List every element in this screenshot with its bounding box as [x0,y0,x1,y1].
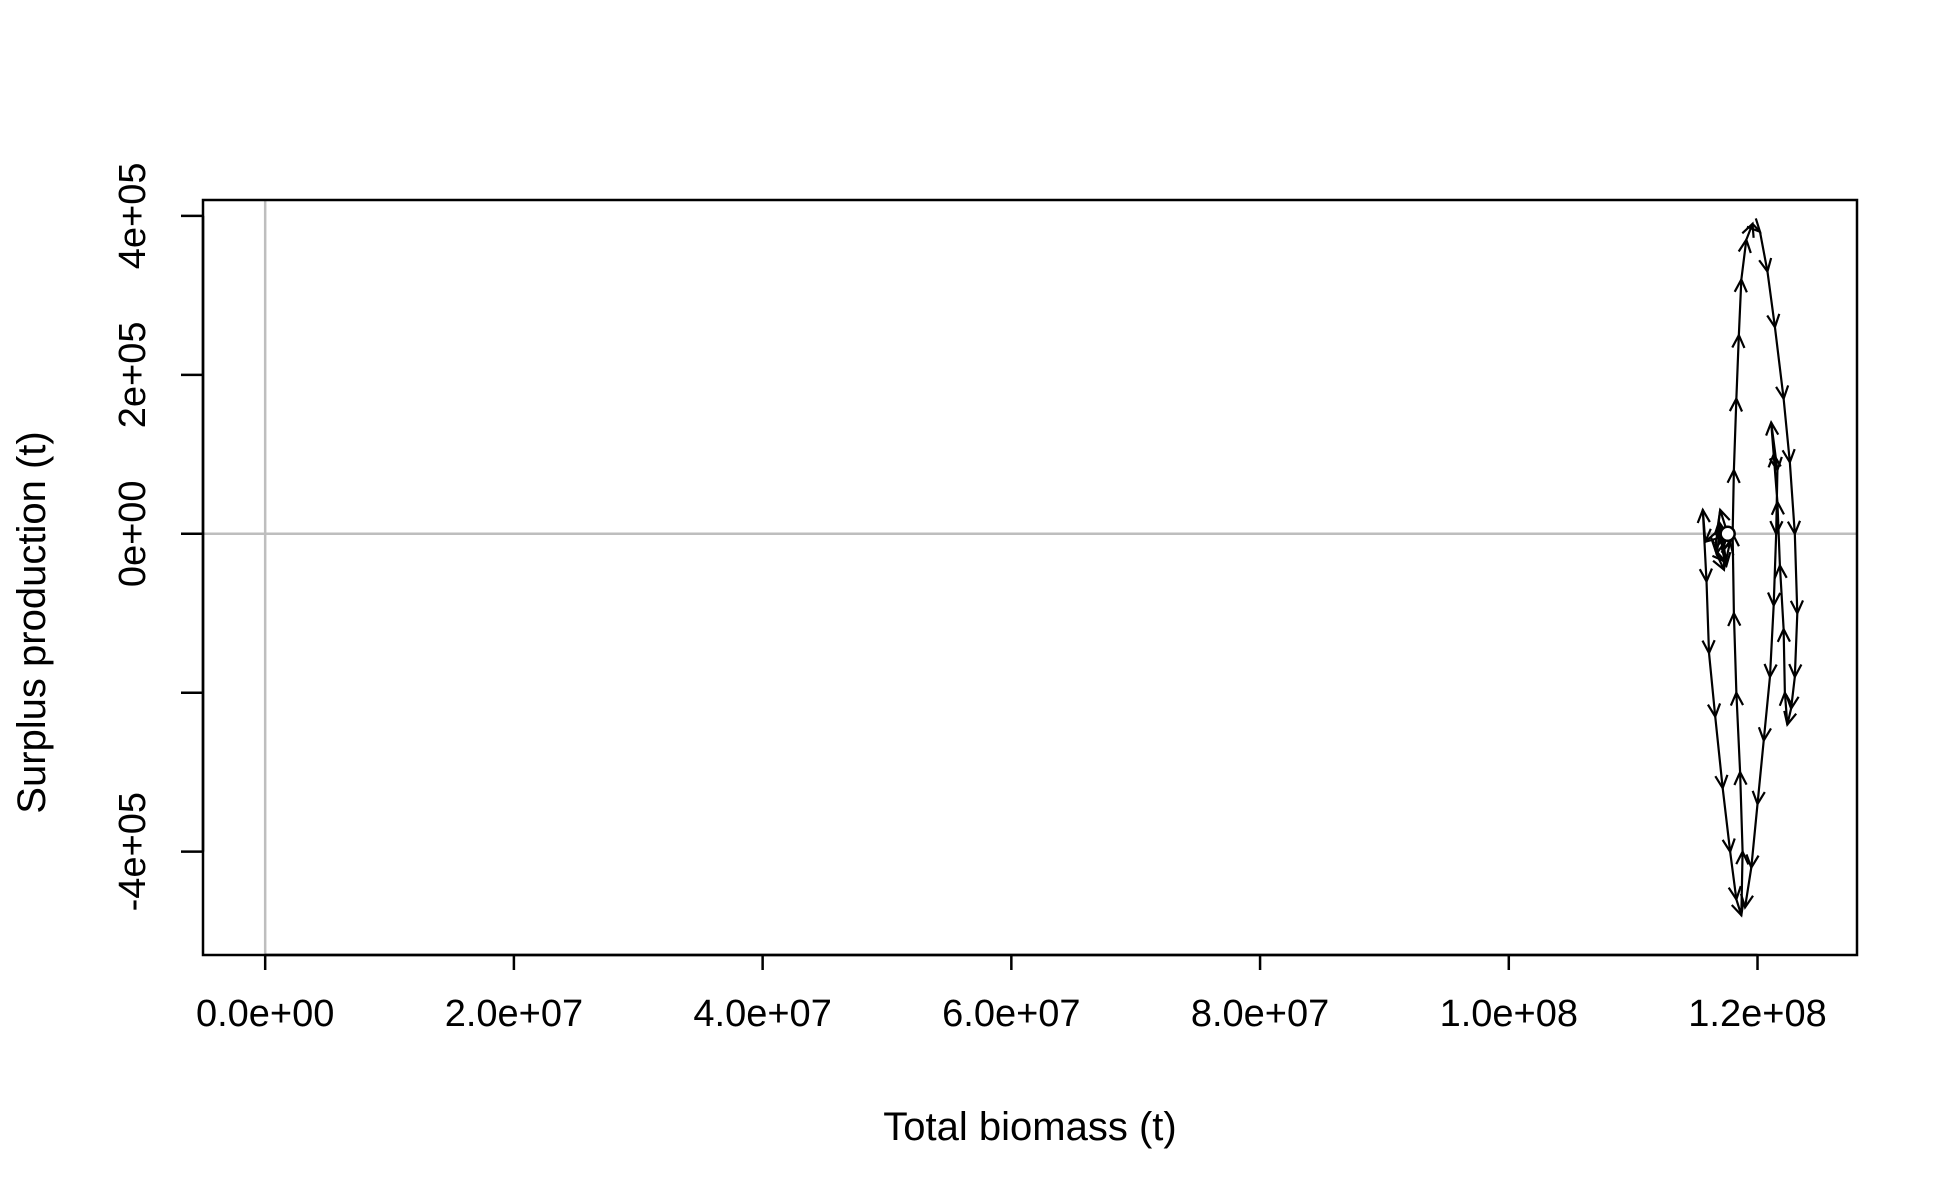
trajectory-arrow [1733,276,1748,293]
trajectory-arrow [1776,626,1791,643]
x-tick-label: 0.0e+00 [196,993,334,1035]
trajectory-arrow [1778,690,1793,707]
trajectory-arrow [1717,507,1731,524]
trajectory-arrow [1751,790,1766,807]
trajectory-arrow [1737,237,1752,254]
trajectory-arrow [1735,849,1750,865]
trajectory-arrow [1765,420,1780,436]
trajectory-arrow [1730,901,1745,918]
trajectory-arrow [1758,257,1773,275]
trajectory-arrow [1696,507,1711,524]
trajectory-arrow [1733,769,1748,786]
trajectory-arrow [1714,774,1729,791]
y-tick-label: 4e+05 [112,163,154,270]
trajectory-arrow [1729,690,1745,707]
trajectory-arrow [1703,528,1720,544]
trajectory-arrow [1783,710,1798,727]
trajectory-arrow [1773,563,1788,579]
trajectory-arrow [1707,703,1722,720]
trajectory-arrow [1728,396,1744,412]
x-tick-label: 4.0e+07 [693,993,831,1035]
trajectory-arrow [1741,221,1755,238]
trajectory-arrow [1698,568,1713,584]
trajectory-arrow [1701,639,1716,656]
trajectory-arrow [1786,520,1802,537]
trajectory-arrow [1721,838,1736,855]
start-point-marker [1719,525,1736,543]
series-layer [1696,218,1805,918]
trajectory-arrow [1717,551,1732,569]
trajectory-arrow [1757,726,1772,743]
x-tick-label: 8.0e+07 [1191,993,1329,1035]
y-tick-label: 0e+00 [112,480,154,587]
y-tick-label: -4e+05 [112,792,154,911]
trajectory-arrow [1767,451,1782,468]
trajectory-arrow [1746,218,1762,234]
y-axis-title: Surplus production (t) [10,431,54,813]
trajectory-arrow [1788,663,1803,680]
trajectory-arrow [1766,313,1781,330]
trajectory-arrow [1731,332,1746,349]
y-axis: -4e+05 0e+00 2e+05 4e+05 [112,163,205,911]
x-tick-label: 2.0e+07 [445,993,583,1035]
x-tick-label: 1.2e+08 [1688,993,1826,1035]
trajectory-arrow [1726,467,1741,484]
trajectory-arrow [1767,592,1782,608]
trajectory-arrow [1789,600,1805,616]
trajectory-arrow [1763,663,1778,680]
trajectory-arrow [1739,893,1754,910]
trajectory-arrow [1745,854,1760,871]
reference-lines [203,200,1857,955]
trajectory-arrow [1770,499,1785,516]
trajectory-arrow [1711,547,1727,564]
trajectory-arrow [1781,448,1796,465]
trajectory-arrow [1769,520,1784,537]
x-axis-title: Total biomass (t) [883,1105,1176,1149]
x-tick-label: 6.0e+07 [942,993,1080,1035]
x-tick-label: 1.0e+08 [1440,993,1578,1035]
plot-frame [201,198,1859,957]
trajectory-arrow [1727,610,1742,627]
x-axis: 0.0e+00 2.0e+07 4.0e+07 6.0e+07 8.0e+07 1.0e+… [196,953,1827,1035]
trajectory-arrow [1768,456,1783,473]
trajectory-arrow [1775,385,1790,402]
y-tick-label: 2e+05 [112,321,154,428]
trajectory-arrow [1727,885,1742,902]
